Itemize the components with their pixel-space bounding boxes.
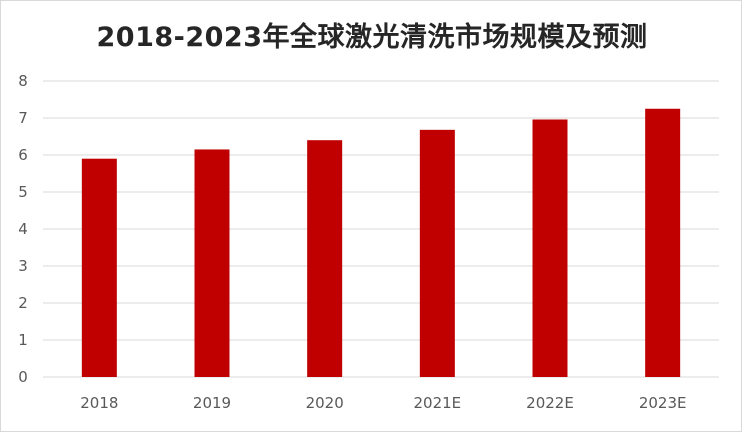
y-tick-label: 5 (18, 183, 28, 201)
y-tick-label: 0 (18, 368, 28, 386)
chart-title: 2018-2023年全球激光清洗市场规模及预测 (96, 22, 648, 53)
bar (532, 119, 568, 377)
y-tick-label: 1 (18, 331, 28, 349)
x-tick-label: 2022E (526, 394, 574, 412)
bar (419, 129, 455, 377)
x-tick-label: 2018 (80, 394, 118, 412)
y-tick-label: 7 (18, 109, 28, 127)
bar (194, 149, 230, 377)
x-tick-label: 2019 (193, 394, 231, 412)
y-tick-label: 2 (18, 294, 28, 312)
x-tick-label: 2021E (414, 394, 462, 412)
y-tick-label: 4 (18, 220, 28, 238)
bar (307, 140, 343, 377)
x-tick-label: 2023E (639, 394, 687, 412)
bar (81, 158, 117, 377)
bar (645, 108, 681, 377)
y-tick-label: 8 (18, 72, 28, 90)
y-tick-label: 3 (18, 257, 28, 275)
x-tick-label: 2020 (306, 394, 344, 412)
y-tick-label: 6 (18, 146, 28, 164)
